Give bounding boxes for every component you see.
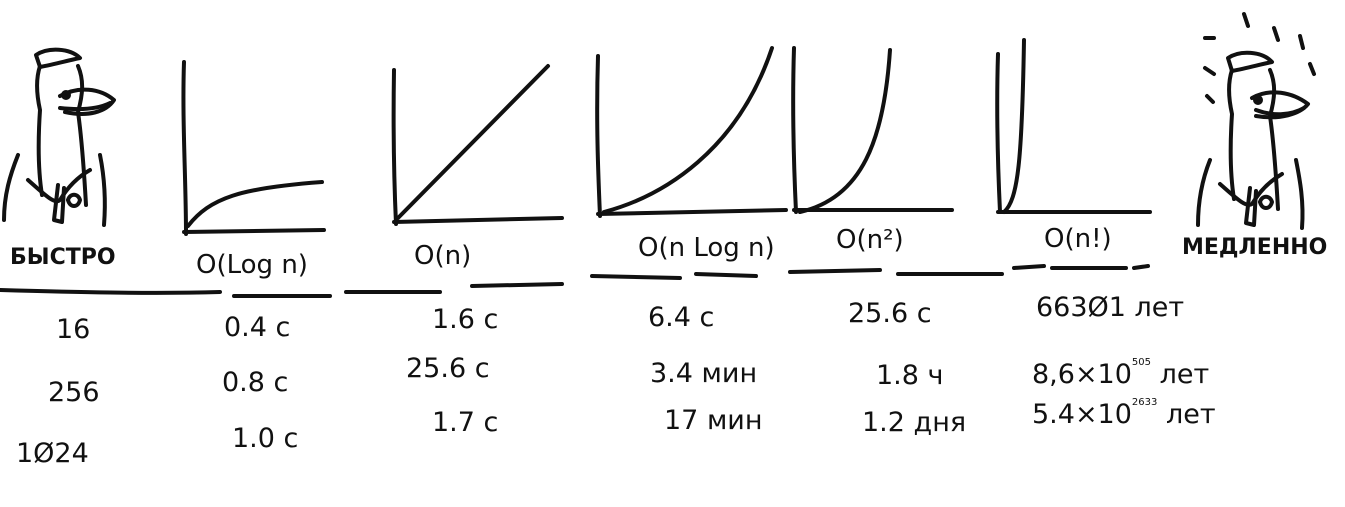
- time-value: 1.8 ч: [876, 360, 944, 391]
- sci-unit: лет: [1165, 399, 1216, 430]
- complexity-label: O(n²): [836, 225, 904, 255]
- label-fast: БЫСТРО: [10, 245, 116, 270]
- graph-n: [391, 64, 564, 226]
- time-value: 3.4 мин: [650, 358, 758, 389]
- graph-log-n: [181, 60, 326, 236]
- time-value: 663Ø1 лет: [1036, 292, 1185, 323]
- complexity-label: O(Log n): [196, 250, 308, 280]
- complexity-label: O(n!): [1044, 224, 1112, 254]
- complexity-label: O(n Log n): [638, 233, 775, 263]
- time-value: 1.0 c: [232, 423, 299, 454]
- time-value-scientific: 5.4×102633 лет: [1032, 398, 1216, 430]
- size-value: 1Ø24: [16, 438, 89, 469]
- graph-n-log-n: [595, 46, 788, 218]
- size-value: 16: [56, 314, 91, 345]
- time-value: 25.6 c: [848, 298, 932, 329]
- time-value-scientific: 8,6×10505 лет: [1032, 358, 1210, 390]
- divider-lines: [0, 264, 1150, 298]
- size-value: 256: [48, 377, 100, 408]
- time-value: 6.4 c: [648, 302, 715, 333]
- fast-bird-icon: [2, 47, 116, 227]
- sci-exponent: 2633: [1131, 397, 1158, 408]
- time-value: 0.8 c: [222, 367, 289, 398]
- sci-base: 5.4×10: [1032, 399, 1132, 430]
- time-value: 17 мин: [664, 405, 763, 436]
- sci-unit: лет: [1159, 359, 1210, 390]
- complexity-label: O(n): [414, 241, 472, 271]
- graph-n-squared: [791, 46, 954, 214]
- graph-n-factorial: [995, 38, 1152, 214]
- slow-bird-icon: [1196, 12, 1316, 230]
- label-slow: МЕДЛЕННО: [1182, 235, 1328, 260]
- time-value: 1.6 c: [432, 304, 499, 335]
- sci-exponent: 505: [1131, 357, 1152, 368]
- time-value: 0.4 c: [224, 312, 291, 343]
- time-value: 25.6 c: [406, 353, 490, 384]
- sci-base: 8,6×10: [1032, 359, 1132, 390]
- time-value: 1.2 дня: [862, 407, 967, 438]
- time-value: 1.7 c: [432, 407, 499, 438]
